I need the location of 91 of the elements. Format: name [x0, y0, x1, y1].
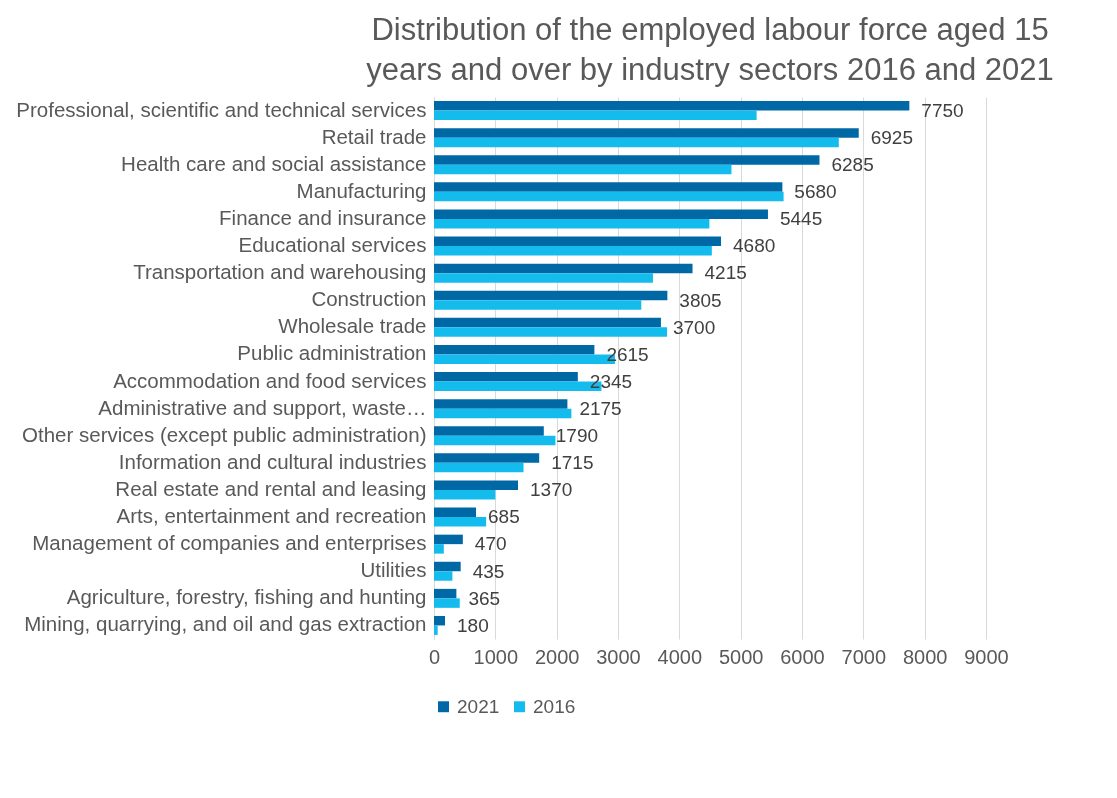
- data-label: 180: [457, 614, 489, 636]
- data-label: 4680: [733, 235, 776, 257]
- legend-label: 2021: [457, 695, 500, 717]
- data-label: 1715: [551, 452, 594, 474]
- data-label: 1370: [530, 479, 573, 501]
- bar: [434, 263, 693, 274]
- data-label: 435: [472, 560, 505, 582]
- x-tick-label: 1000: [473, 645, 519, 668]
- bar: [434, 399, 568, 409]
- y-tick-label: Professional, scientific and technical services: [16, 97, 427, 121]
- x-tick-label: 5000: [718, 645, 764, 668]
- data-label: 5680: [794, 181, 837, 203]
- bar: [434, 588, 457, 599]
- bar: [434, 300, 642, 310]
- y-tick-label: Administrative and support, waste…: [98, 395, 427, 419]
- y-tick-label: Utilities: [360, 558, 427, 582]
- data-label: 6285: [831, 154, 874, 176]
- bar: [434, 191, 784, 202]
- bar: [434, 462, 524, 473]
- y-tick-label: Health care and social assistance: [121, 151, 427, 175]
- y-tick-label: Construction: [311, 287, 427, 311]
- x-tick-label: 0: [428, 645, 441, 668]
- x-tick-label: 4000: [657, 645, 703, 668]
- data-label: 4215: [704, 262, 747, 284]
- chart-title: Distribution of the employed labour force aged 15 years and over by industry sectors 2016 and 2021: [366, 12, 1054, 87]
- bar: [434, 435, 556, 446]
- data-label: 6925: [870, 126, 914, 148]
- bar: [434, 544, 444, 554]
- data-label: 3805: [679, 289, 722, 311]
- y-tick-label: Mining, quarrying, and oil and gas extraction: [24, 612, 427, 636]
- y-tick-label: Finance and insurance: [219, 205, 427, 229]
- bar: [434, 182, 783, 192]
- data-label: 5445: [779, 208, 823, 230]
- bar: [434, 164, 732, 175]
- bar: [434, 615, 446, 626]
- y-tick-label: Educational services: [238, 233, 427, 257]
- bar: [434, 517, 487, 527]
- y-tick-label: Wholesale trade: [278, 314, 427, 338]
- bar: [434, 317, 661, 328]
- bar: [434, 453, 540, 463]
- bar: [434, 489, 496, 500]
- bar: [434, 571, 453, 581]
- y-tick-label: Accommodation and food services: [113, 368, 427, 392]
- bar: [434, 218, 710, 229]
- y-tick-label: Real estate and rental and leasing: [115, 476, 427, 500]
- y-tick-label: Information and cultural industries: [118, 449, 427, 473]
- bar: [434, 155, 820, 165]
- y-tick-label: Agriculture, forestry, fishing and hunting: [66, 585, 427, 609]
- bar: [434, 507, 477, 518]
- data-label: 3700: [672, 316, 716, 338]
- bar: [434, 290, 668, 301]
- y-tick-label: Other services (except public administration): [22, 422, 427, 446]
- bar: [434, 561, 461, 572]
- bar: [434, 273, 653, 283]
- y-tick-label: Public administration: [237, 341, 427, 365]
- data-label: 2345: [589, 370, 633, 392]
- bar: [434, 372, 578, 382]
- x-tick-label: 9000: [964, 645, 1009, 668]
- bar: [434, 101, 910, 111]
- bar: [434, 327, 668, 337]
- x-tick-label: 7000: [841, 645, 887, 668]
- x-tick-label: 6000: [780, 645, 825, 668]
- bar: [434, 625, 438, 635]
- bar: [434, 246, 712, 256]
- bar: [434, 236, 722, 247]
- bar: [434, 128, 859, 138]
- y-tick-label: Management of companies and enterprises: [32, 531, 427, 555]
- data-label: 2615: [606, 343, 649, 365]
- bar: [434, 137, 839, 148]
- bar: [434, 209, 768, 219]
- bar: [434, 426, 544, 436]
- bar: [434, 408, 572, 419]
- x-tick-label: 2000: [534, 645, 580, 668]
- y-tick-label: Manufacturing: [296, 178, 427, 202]
- bar: [434, 344, 595, 355]
- x-tick-label: 3000: [596, 645, 641, 668]
- data-label: 2175: [579, 397, 622, 419]
- y-tick-label: Transportation and warehousing: [133, 260, 427, 284]
- bar: [434, 534, 463, 545]
- legend-label: 2016: [533, 695, 576, 717]
- x-tick-label: 8000: [902, 645, 948, 668]
- bar: [434, 598, 460, 608]
- data-label: 7750: [921, 99, 964, 121]
- data-label: 685: [488, 506, 520, 528]
- bar: [434, 480, 519, 490]
- y-tick-label: Arts, entertainment and recreation: [116, 504, 427, 528]
- y-tick-label: Retail trade: [321, 124, 427, 148]
- bar: [434, 110, 757, 121]
- data-label: 365: [468, 587, 501, 609]
- data-label: 1790: [555, 425, 599, 447]
- data-label: 470: [474, 533, 507, 555]
